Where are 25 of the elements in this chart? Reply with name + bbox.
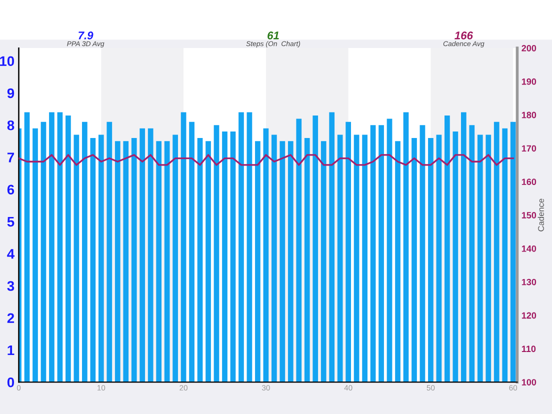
- y-tick-label: 1: [8, 345, 14, 356]
- text: 7.9: [78, 32, 94, 40]
- y2-tick-label: 150: [522, 212, 536, 218]
- y-tick-label: 7: [7, 152, 14, 162]
- y2-tick-label: 140: [522, 245, 536, 252]
- y2-tick-label: 130: [522, 278, 536, 286]
- y2-tick-label: 110: [522, 346, 536, 352]
- text: 166: [454, 32, 474, 40]
- y2-tick-label: 120: [522, 312, 536, 319]
- y-tick-label: 3: [7, 281, 14, 291]
- text: 61: [268, 32, 279, 40]
- y2-tick-label: 190: [522, 78, 536, 85]
- y-tick-label: 5: [7, 216, 14, 227]
- y-tick-label: 6: [7, 184, 14, 195]
- y-tick-label: 10: [0, 56, 14, 66]
- y-tick-label: 4: [7, 249, 15, 259]
- y2-tick-label: 180: [522, 112, 536, 118]
- y-tick-label: 8: [7, 120, 14, 130]
- y-tick-label: 9: [7, 88, 14, 98]
- y-tick-label: 2: [7, 313, 14, 323]
- y2-tick-label: 160: [522, 178, 536, 186]
- y2-tick-label: 100: [522, 379, 536, 386]
- y2-tick-label: 170: [522, 145, 536, 152]
- y2-axis-title: Cadence: [538, 198, 544, 232]
- y2-tick-label: 200: [522, 44, 536, 52]
